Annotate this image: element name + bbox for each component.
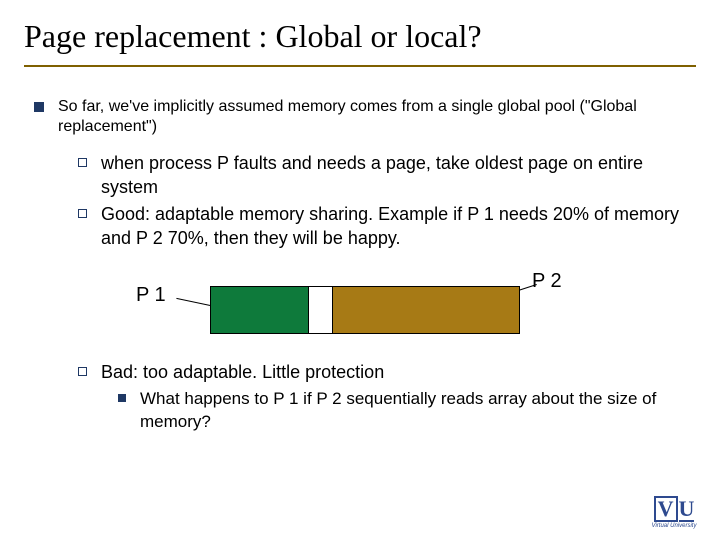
sub1-text: when process P faults and needs a page, … xyxy=(101,151,686,200)
segment-gap xyxy=(309,287,333,333)
hollow-square-icon xyxy=(78,158,87,167)
vu-logo: V U Virtual University xyxy=(644,494,704,530)
sub-bullet-list-2: Bad: too adaptable. Little protection Wh… xyxy=(78,360,686,432)
memory-bar xyxy=(210,286,520,334)
bullet1-text: So far, we've implicitly assumed memory … xyxy=(58,97,686,137)
sub-bullet-list: when process P faults and needs a page, … xyxy=(78,151,686,250)
segment-p1 xyxy=(211,287,309,333)
sub3-sub-text: What happens to P 1 if P 2 sequentially … xyxy=(140,388,686,432)
p1-label: P 1 xyxy=(136,284,166,307)
hollow-square-icon xyxy=(78,367,87,376)
bullet-level2: Good: adaptable memory sharing. Example … xyxy=(78,202,686,251)
segment-p2 xyxy=(333,287,519,333)
bullet-level2: Bad: too adaptable. Little protection xyxy=(78,360,686,384)
sub3-text: Bad: too adaptable. Little protection xyxy=(101,360,384,384)
hollow-square-icon xyxy=(78,209,87,218)
slide-title: Page replacement : Global or local? xyxy=(24,18,696,61)
logo-letters: V U xyxy=(654,496,695,522)
sub2-text: Good: adaptable memory sharing. Example … xyxy=(101,202,686,251)
content-area: So far, we've implicitly assumed memory … xyxy=(24,67,696,433)
memory-bar-diagram: P 1 P 2 xyxy=(114,270,686,340)
logo-v-letter: V xyxy=(654,496,678,522)
bullet-level3: What happens to P 1 if P 2 sequentially … xyxy=(118,388,686,432)
p2-label: P 2 xyxy=(532,270,562,293)
bullet-level2: when process P faults and needs a page, … xyxy=(78,151,686,200)
logo-u-letter: U xyxy=(679,498,695,522)
bullet-level1: So far, we've implicitly assumed memory … xyxy=(34,97,686,137)
square-bullet-icon xyxy=(34,102,44,112)
logo-subtitle: Virtual University xyxy=(652,523,697,529)
square-bullet-icon xyxy=(118,394,126,402)
